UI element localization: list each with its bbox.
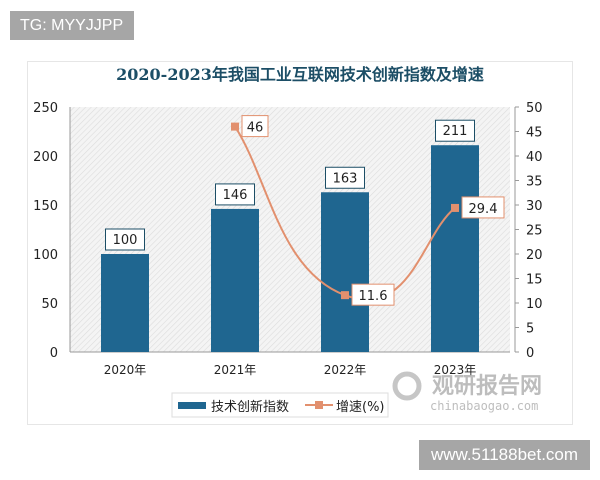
- left-tick-label: 50: [41, 297, 58, 312]
- bar-label-box: [325, 166, 365, 189]
- bar-data-label: 163: [333, 171, 358, 186]
- right-tick-label: 45: [526, 126, 543, 141]
- right-tick-label: 50: [526, 101, 543, 116]
- bar: [431, 145, 479, 352]
- svg-text:chinabaogao.com: chinabaogao.com: [430, 399, 538, 413]
- logo-watermark: 观研报告网 chinabaogao.com: [392, 371, 542, 413]
- right-tick-label: 35: [526, 175, 543, 190]
- chart-title: 2020-2023年我国工业互联网技术创新指数及增速: [116, 65, 484, 84]
- line-point: [231, 122, 239, 131]
- legend-bar-label: 技术创新指数: [211, 399, 289, 415]
- line-point: [341, 291, 349, 300]
- x-tick-label: 2022年: [324, 363, 367, 377]
- left-tick-label: 250: [33, 101, 58, 116]
- legend-line-marker: [315, 401, 323, 409]
- bar-label-box: [105, 228, 145, 251]
- line-label-box: [351, 283, 395, 306]
- x-tick-label: 2021年: [214, 363, 257, 377]
- line-point: [451, 203, 459, 212]
- bar-data-label: 146: [223, 188, 248, 203]
- bar: [101, 254, 149, 352]
- legend-line-label: 增速(%): [336, 400, 385, 415]
- line-data-label: 29.4: [469, 202, 498, 217]
- bar-label-box: [215, 183, 255, 206]
- bar-label-box: [435, 119, 475, 142]
- right-tick-label: 20: [526, 248, 543, 263]
- legend: 技术创新指数 增速(%): [171, 392, 389, 418]
- watermark-tag: TG: MYYJJPP: [10, 11, 134, 40]
- bar: [211, 208, 259, 352]
- left-tick-label: 200: [33, 150, 58, 165]
- svg-text:观研报告网: 观研报告网: [432, 374, 542, 399]
- legend-bar-swatch: [178, 402, 206, 409]
- right-tick-label: 25: [526, 224, 543, 239]
- right-tick-label: 40: [526, 150, 543, 165]
- right-tick-label: 15: [526, 273, 543, 288]
- right-tick-label: 10: [526, 297, 543, 312]
- right-tick-label: 5: [526, 322, 534, 337]
- line-data-label: 46: [247, 121, 264, 136]
- line-label-box: [461, 196, 505, 219]
- watermark-site: www.51188bet.com: [419, 440, 590, 470]
- left-tick-label: 0: [50, 346, 58, 361]
- line-label-box: [241, 115, 269, 138]
- bar-data-label: 211: [443, 124, 468, 139]
- x-tick-label: 2023年: [434, 363, 477, 377]
- bar: [321, 192, 369, 352]
- bar-data-label: 100: [113, 233, 138, 248]
- left-tick-label: 150: [33, 199, 58, 214]
- left-tick-label: 100: [33, 248, 58, 263]
- right-tick-label: 30: [526, 199, 543, 214]
- right-tick-label: 0: [526, 346, 534, 361]
- x-tick-label: 2020年: [104, 363, 147, 377]
- line-data-label: 11.6: [359, 289, 388, 304]
